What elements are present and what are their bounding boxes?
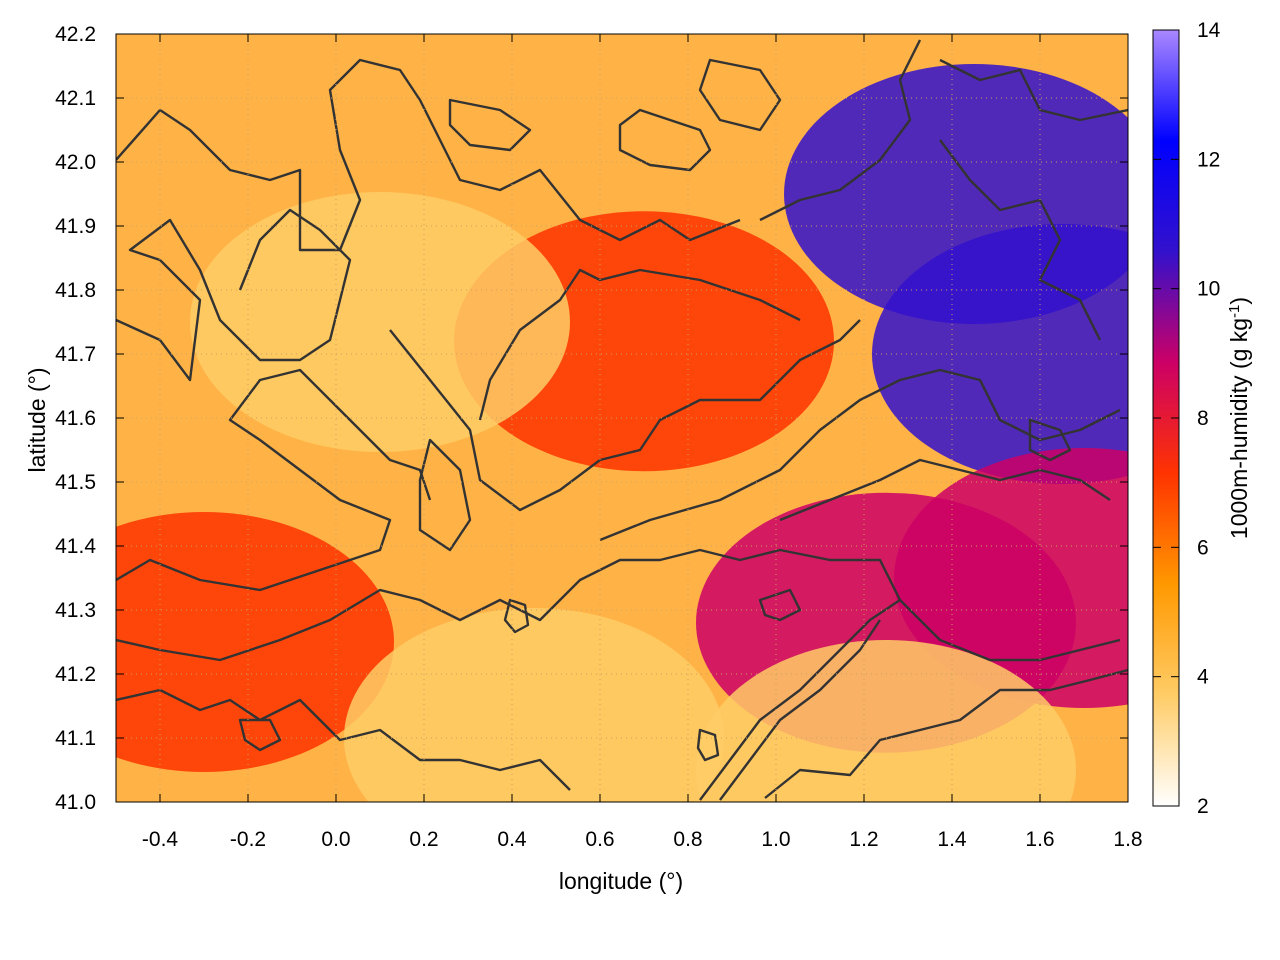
contour-line (478, 268, 801, 421)
y-tick-label: 41.2 (55, 663, 96, 686)
colorbar-tick-label: 4 (1197, 666, 1209, 689)
x-tick-label: 1.2 (849, 828, 878, 851)
colorbar-tick-label: 6 (1197, 536, 1209, 559)
y-tick-label: 42.2 (55, 23, 96, 46)
y-tick-label: 41.5 (55, 471, 96, 494)
contour-line (116, 208, 352, 382)
contour-line (1028, 418, 1072, 462)
contour-line (939, 58, 1128, 122)
heatmap-cell (190, 192, 570, 452)
heatmap-cell (696, 640, 1076, 802)
contour-line (116, 58, 741, 252)
contour-line (764, 668, 1128, 799)
x-tick-label: 1.6 (1025, 828, 1054, 851)
contour-line (116, 368, 432, 592)
y-tick-label: 41.8 (55, 279, 96, 302)
contour-line (116, 688, 571, 791)
colorbar-label-sup: -1 (1226, 305, 1243, 318)
x-tick-label: -0.4 (142, 828, 179, 851)
heatmap-field (116, 34, 1128, 802)
contour-line (759, 39, 922, 222)
grid-lines (116, 34, 1128, 802)
contour-line (503, 598, 530, 634)
x-axis-label: longitude (°) (559, 868, 683, 894)
x-tick-label: 1.0 (761, 828, 790, 851)
x-tick-label: 0.4 (497, 828, 527, 851)
y-tick-label: 41.4 (55, 535, 96, 558)
y-tick-label: 41.6 (55, 407, 96, 430)
y-tick-label: 41.0 (55, 791, 96, 814)
y-tick-label: 41.7 (55, 343, 96, 366)
colorbar-ticks: 2 4 6 8 10 12 14 (1153, 19, 1221, 818)
contour-line (939, 139, 1102, 341)
y-tick-label: 42.0 (55, 151, 96, 174)
heatmap-cell (872, 224, 1128, 484)
contour-line (758, 588, 802, 622)
heatmap-cell (344, 608, 724, 802)
contour-line (696, 728, 720, 762)
contour-line (389, 319, 861, 512)
contour-line (699, 599, 901, 801)
x-tick-label: 1.8 (1113, 828, 1142, 851)
contour-line (238, 718, 282, 752)
x-tick-label: 1.4 (937, 828, 967, 851)
x-tick-label: 0.6 (585, 828, 614, 851)
y-tick-label: 41.1 (55, 727, 96, 750)
y-axis: 41.0 41.1 41.2 41.3 41.4 41.5 41.6 41.7 41.8 41.9… (55, 23, 1128, 814)
heatmap-blobs (116, 64, 1128, 802)
contour-line (698, 58, 782, 132)
colorbar-label-main: 1000m-humidity (g kg (1226, 318, 1252, 539)
contour-line (779, 458, 1111, 522)
x-tick-label: 0.8 (673, 828, 702, 851)
colorbar-tick-label: 14 (1197, 19, 1221, 42)
colorbar-label-end: ) (1226, 297, 1252, 305)
heatmap-cell (116, 512, 394, 772)
colorbar-label: 1000m-humidity (g kg-1) (1226, 297, 1252, 539)
contour-line (618, 108, 712, 172)
y-tick-label: 41.9 (55, 215, 96, 238)
colorbar-tick-label: 8 (1197, 407, 1209, 430)
x-tick-label: 0.2 (409, 828, 438, 851)
y-axis-label: latitude (°) (24, 367, 50, 472)
x-tick-label: -0.2 (230, 828, 266, 851)
colorbar-tick-label: 10 (1197, 278, 1220, 301)
colorbar-tick-label: 12 (1197, 148, 1220, 171)
contour-line (116, 548, 1121, 662)
contour-line (418, 438, 472, 552)
contour-line (719, 619, 881, 801)
x-axis: -0.4 -0.2 0.0 0.2 0.4 0.6 0.8 1.0 1.2 1.4 1.6 1.8 (142, 34, 1143, 851)
y-tick-label: 41.3 (55, 599, 96, 622)
colorbar-tick-label: 2 (1197, 795, 1209, 818)
y-tick-label: 42.1 (55, 87, 96, 110)
contour-line (448, 98, 532, 152)
x-tick-label: 0.0 (321, 828, 350, 851)
